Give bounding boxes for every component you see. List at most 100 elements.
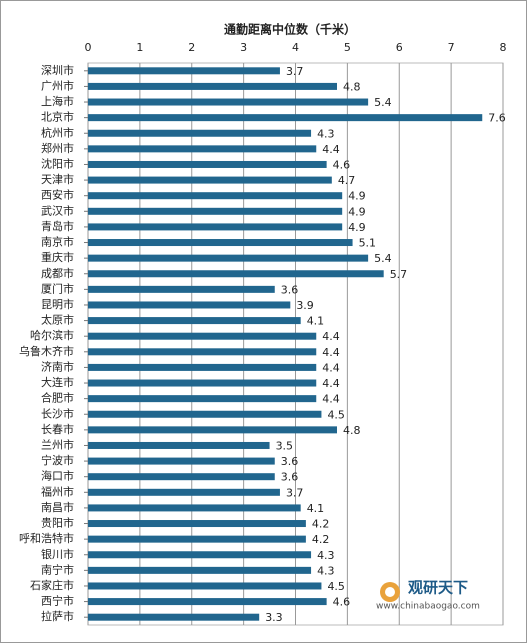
y-tick-label: 南宁市 [41,562,74,576]
bar [88,566,312,574]
bar [88,67,280,75]
value-label: 4.4 [322,361,340,374]
value-label: 4.3 [317,549,335,562]
y-tick-label: 南昌市 [41,500,74,514]
y-tick-label: 贵阳市 [41,516,74,530]
value-label: 4.7 [338,174,356,187]
y-tick-label: 石家庄市 [30,578,74,592]
value-label: 4.3 [317,564,335,577]
bar [88,317,301,325]
value-label: 4.1 [307,502,325,515]
value-label: 4.3 [317,127,335,140]
bar [88,348,317,356]
y-tick-label: 郑州市 [41,141,74,155]
bar [88,504,301,512]
value-label: 5.4 [374,252,392,265]
y-tick-label: 深圳市 [41,63,74,77]
x-tick-label: 5 [344,41,351,54]
y-tick-label: 成都市 [41,266,74,280]
bar [88,613,260,621]
bar [88,473,275,481]
y-tick-label: 广州市 [41,78,74,92]
value-label: 4.4 [322,330,340,343]
y-tick-label: 北京市 [41,110,74,124]
value-label: 4.9 [348,205,366,218]
y-tick-label: 南京市 [41,235,74,249]
value-label: 4.1 [307,315,325,328]
y-tick-label: 西宁市 [41,594,74,608]
value-label: 4.4 [322,346,340,359]
x-tick-label: 8 [500,41,507,54]
bar [88,426,337,434]
value-label: 4.6 [333,596,351,609]
bar [88,285,275,293]
value-label: 4.4 [322,377,340,390]
bar [88,82,337,90]
value-label: 4.4 [322,393,340,406]
y-tick-label: 杭州市 [41,125,74,139]
value-label: 4.8 [343,424,361,437]
bar [88,379,317,387]
y-tick-label: 长沙市 [41,406,74,420]
y-tick-label: 长春市 [41,422,74,436]
value-label: 4.2 [312,533,330,546]
value-label: 3.6 [281,471,299,484]
y-tick-label: 武汉市 [41,203,74,217]
value-label: 7.6 [488,112,506,125]
x-tick-label: 4 [292,41,299,54]
value-label: 3.9 [296,299,314,312]
y-tick-label: 拉萨市 [41,609,74,623]
y-tick-label: 合肥市 [41,391,74,405]
bar [88,363,317,371]
chart-title: 通勤距离中位数（千米） [224,22,356,37]
value-label: 5.7 [390,268,408,281]
y-tick-label: 重庆市 [41,250,74,264]
url: www.chinabaogao.com [376,602,480,612]
brand: 观研天下 [408,579,468,597]
logo [385,587,395,597]
y-tick-label: 哈尔滨市 [30,328,74,342]
watermark: 观研天下 www.chinabaogao.com [376,579,480,612]
bar [88,98,369,106]
value-label: 3.6 [281,455,299,468]
bar [88,239,353,247]
bar [88,192,343,200]
bar [88,457,275,465]
bar [88,160,327,168]
y-tick-label: 兰州市 [41,437,74,451]
value-label: 4.2 [312,518,330,531]
bar [88,598,327,606]
y-tick-label: 西安市 [41,188,74,202]
value-label: 4.5 [327,408,345,421]
bar [88,441,270,449]
y-tick-label: 青岛市 [41,219,74,233]
y-tick-label: 厦门市 [41,281,74,295]
x-tick-label: 1 [136,41,143,54]
x-tick-label: 2 [188,41,195,54]
value-label: 3.6 [281,283,299,296]
y-tick-label: 上海市 [41,94,74,108]
value-label: 4.6 [333,158,351,171]
y-tick-label: 乌鲁木齐市 [19,344,74,358]
bar [88,395,317,403]
bar [88,582,322,590]
value-label: 3.7 [286,65,304,78]
value-label: 4.5 [327,580,345,593]
y-tick-label: 太原市 [41,313,74,327]
bar [88,520,306,528]
bar [88,410,322,418]
value-label: 5.1 [359,237,377,250]
bar [88,176,332,184]
value-label: 4.9 [348,221,366,234]
bar [88,129,312,137]
y-tick-label: 沈阳市 [41,156,74,170]
bar [88,254,369,262]
y-tick-label: 呼和浩特市 [19,531,74,545]
bar [88,270,384,278]
value-label: 5.4 [374,96,392,109]
value-label: 3.5 [276,439,294,452]
bar [88,207,343,215]
bar [88,488,280,496]
bar [88,535,306,543]
